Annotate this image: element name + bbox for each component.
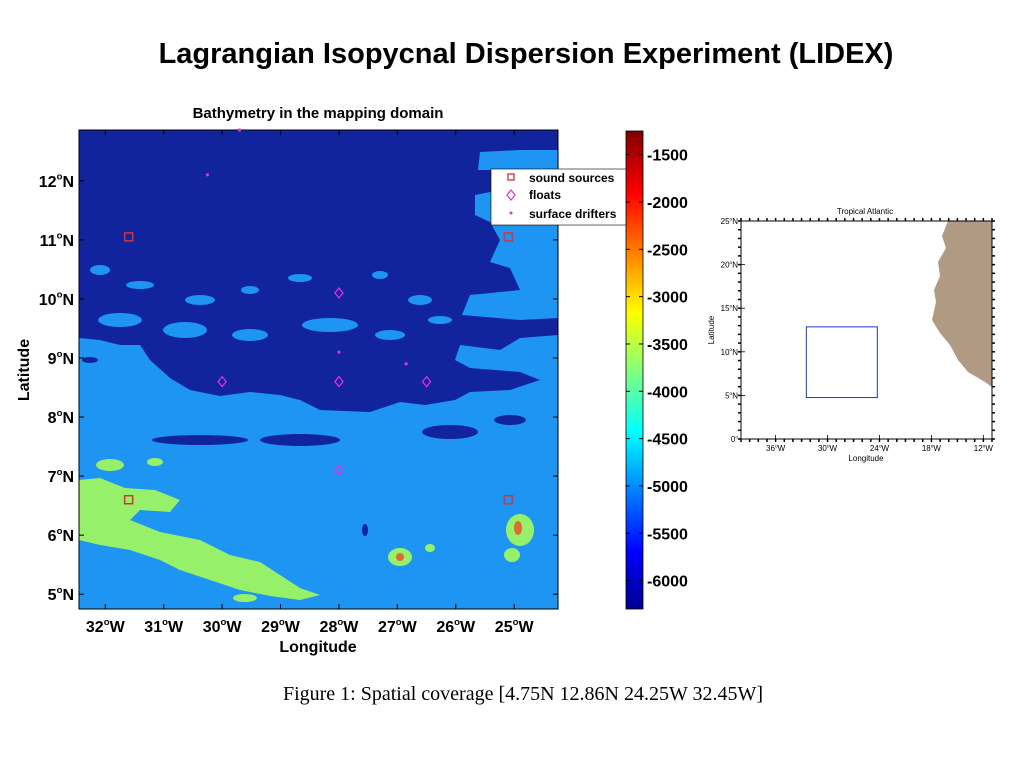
inset-latitude-ticks: 0o 5oN 10oN 15oN 20oN 25oN bbox=[721, 217, 995, 444]
y-tick-label: 8oN bbox=[48, 408, 74, 427]
inset-x-tick-label: 30oW bbox=[818, 444, 838, 453]
sound-source-marker bbox=[123, 494, 134, 505]
inset-x-tick-label: 18oW bbox=[922, 444, 942, 453]
inset-y-tick-label: 25oN bbox=[721, 217, 739, 226]
legend-label-floats: floats bbox=[529, 188, 561, 202]
inset-y-tick-label: 15oN bbox=[721, 304, 739, 313]
surface-drifter-marker bbox=[205, 173, 210, 177]
x-tick-label: 26oW bbox=[436, 617, 476, 636]
x-tick-label: 27oW bbox=[378, 617, 418, 636]
mapping-domain-box bbox=[805, 326, 878, 399]
x-tick-label: 30oW bbox=[203, 617, 243, 636]
inset-x-tick-label: 12oW bbox=[974, 444, 994, 453]
surface-drifter-marker bbox=[238, 128, 242, 132]
float-marker bbox=[421, 375, 432, 388]
colorbar-tick-label: -2000 bbox=[647, 195, 688, 212]
surface-drifter-marker bbox=[337, 350, 341, 354]
float-marker bbox=[334, 286, 344, 300]
x-tick-label: 25oW bbox=[495, 617, 535, 636]
x-tick-label: 29oW bbox=[261, 617, 301, 636]
slide-title: Lagrangian Isopycnal Dispersion Experime… bbox=[158, 38, 894, 70]
shallow-patches bbox=[90, 161, 552, 341]
deep-water-region bbox=[79, 130, 558, 412]
x-tick-label: 32oW bbox=[86, 617, 126, 636]
colorbar: -1500 -2000 -2500 -3000 -3500 -4000 -4500 -5000… bbox=[625, 130, 688, 610]
float-marker bbox=[334, 375, 344, 388]
sound-source-marker bbox=[503, 494, 514, 505]
x-tick-label: 31oW bbox=[144, 617, 184, 636]
float-marker bbox=[217, 375, 227, 388]
legend-dot-marker bbox=[509, 211, 513, 215]
shallow-water-region bbox=[79, 478, 320, 600]
figure-caption: Figure 1: Spatial coverage [4.75N 12.86N… bbox=[282, 683, 764, 705]
inset-frame bbox=[740, 220, 993, 440]
inset-y-tick-label: 10oN bbox=[721, 348, 739, 357]
surface-drifter-marker bbox=[404, 362, 408, 366]
y-tick-label: 12oN bbox=[39, 172, 74, 191]
map-legend: sound sources floats surface drifters bbox=[490, 168, 632, 226]
latitude-ticks: 5oN 6oN 7oN 8oN 9oN 10oN 11oN 12oN bbox=[39, 172, 558, 604]
inset-x-tick-label: 24oW bbox=[870, 444, 890, 453]
colorbar-ticks: -1500 -2000 -2500 -3000 -3500 -4000 -4500 -5000… bbox=[626, 148, 688, 591]
sound-source-marker bbox=[503, 232, 514, 242]
colorbar-tick-label: -3500 bbox=[647, 337, 688, 354]
y-tick-label: 9oN bbox=[48, 349, 74, 368]
inset-x-axis-label: Longitude bbox=[848, 454, 884, 463]
seamount-peaks bbox=[396, 521, 522, 561]
y-tick-label: 5oN bbox=[48, 585, 74, 604]
colorbar-tick-label: -4500 bbox=[647, 432, 688, 449]
float-marker bbox=[334, 464, 344, 477]
colorbar-tick-label: -5500 bbox=[647, 526, 688, 543]
inset-longitude-ticks: 36oW 30oW 24oW 18oW 12oW bbox=[740, 218, 994, 453]
legend-diamond-marker bbox=[506, 189, 516, 201]
y-tick-label: 6oN bbox=[48, 526, 74, 545]
legend-square-marker bbox=[507, 173, 515, 181]
legend-label-surface-drifters: surface drifters bbox=[529, 207, 617, 221]
bathymetry-field bbox=[79, 130, 558, 609]
inset-title: Tropical Atlantic bbox=[837, 207, 893, 216]
deep-patches bbox=[82, 357, 526, 536]
inset-y-tick-label: 5oN bbox=[725, 391, 738, 400]
inset-y-tick-label: 20oN bbox=[721, 261, 739, 270]
observation-markers bbox=[123, 128, 514, 505]
colorbar-tick-label: -4000 bbox=[647, 384, 688, 401]
colorbar-tick-label: -2500 bbox=[647, 242, 688, 259]
y-tick-label: 10oN bbox=[39, 290, 74, 309]
longitude-ticks: 32oW 31oW 30oW 29oW 28oW 27oW 26oW 25oW bbox=[86, 130, 535, 636]
colorbar-tick-label: -1500 bbox=[647, 148, 688, 165]
tropical-atlantic-inset-map: Tropical Atlantic 36oW 30oW 24oW 18oW 12oW 0… bbox=[707, 207, 995, 463]
inset-x-tick-label: 36oW bbox=[766, 444, 786, 453]
sound-source-marker bbox=[123, 232, 134, 242]
x-axis-label: Longitude bbox=[279, 639, 356, 656]
y-tick-label: 11oN bbox=[40, 231, 74, 250]
x-tick-label: 28oW bbox=[320, 617, 360, 636]
inset-y-axis-label: Latitude bbox=[707, 315, 716, 344]
colorbar-tick-label: -3000 bbox=[647, 290, 688, 307]
inset-y-tick-label: 0o bbox=[731, 435, 738, 444]
map-title: Bathymetry in the mapping domain bbox=[193, 105, 444, 122]
bathymetry-map: Bathymetry in the mapping domain bbox=[16, 105, 688, 656]
colorbar-tick-label: -6000 bbox=[647, 574, 688, 591]
africa-land bbox=[932, 221, 992, 387]
y-axis-label: Latitude bbox=[16, 339, 33, 401]
legend-label-sound-sources: sound sources bbox=[529, 171, 615, 185]
y-tick-label: 7oN bbox=[48, 467, 74, 486]
colorbar-tick-label: -5000 bbox=[647, 479, 688, 496]
